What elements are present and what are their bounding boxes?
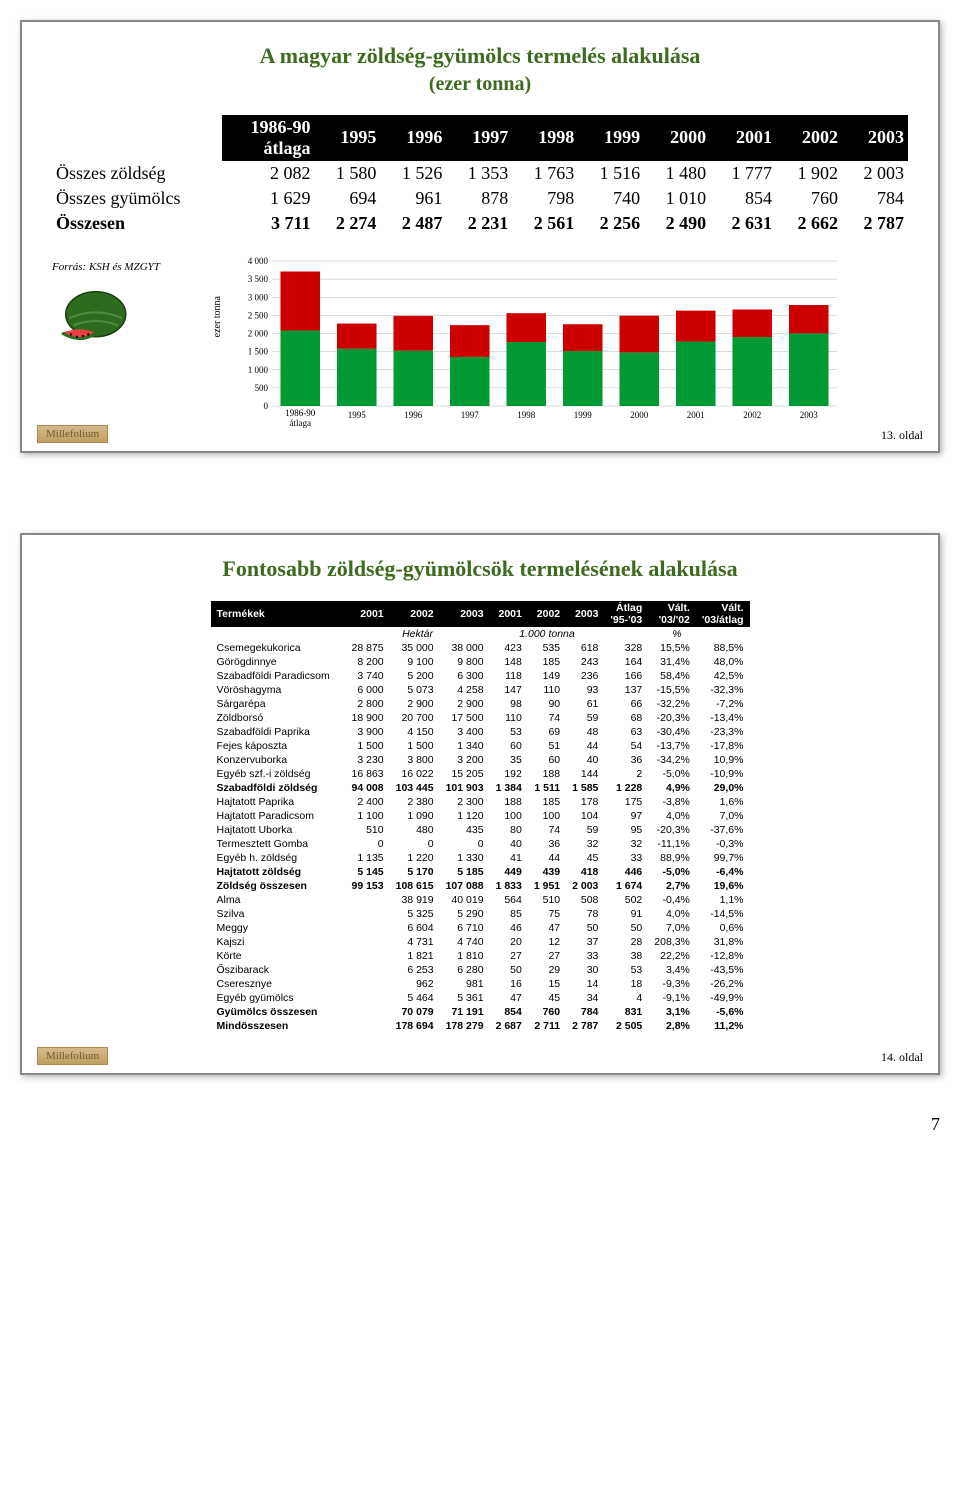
chart-side: Forrás: KSH és MZGYT (52, 256, 227, 351)
table-row: Hajtatott Uborka51048043580745995-20,3%-… (211, 823, 750, 837)
svg-text:2002: 2002 (743, 410, 761, 420)
table-row: Görögdinnye8 2009 1009 80014818524316431… (211, 655, 750, 669)
table-row: Szilva5 3255 290857578914,0%-14,5% (211, 907, 750, 921)
table-row: Szabadföldi Paradicsom3 7405 2006 300118… (211, 669, 750, 683)
slide2-title: Fontosabb zöldség-gyümölcsök termeléséne… (52, 555, 908, 584)
table-row: Hajtatott Paradicsom1 1001 0901 12010010… (211, 809, 750, 823)
table-row: Termesztett Gomba00040363232-11,1%-0,3% (211, 837, 750, 851)
table-row: Sárgarépa2 8002 9002 90098906166-32,2%-7… (211, 697, 750, 711)
table-row: Őszibarack6 2536 280502930533,4%-43,5% (211, 963, 750, 977)
svg-text:3 500: 3 500 (248, 274, 269, 284)
svg-text:1 000: 1 000 (248, 364, 269, 374)
chart-svg: 0 500 1 000 1 500 2 000 2 500 3 000 3 500 4 000 1… (227, 256, 847, 436)
table-row: Összes zöldség2 0821 5801 5261 3531 7631… (52, 161, 908, 186)
detail-table: Termékek200120022003200120022003Átlag'95… (211, 601, 750, 1033)
logo: Millefolium (37, 425, 108, 443)
table-row: Meggy6 6046 710464750507,0%0,6% (211, 921, 750, 935)
svg-text:2003: 2003 (800, 410, 819, 420)
stacked-bar-chart: ezer tonna 05001 0001 5002 0002 5003 000… (227, 256, 908, 436)
svg-text:2000: 2000 (630, 410, 649, 420)
slide1-title: A magyar zöldség-gyümölcs termelés alaku… (52, 42, 908, 97)
slide-2: Fontosabb zöldség-gyümölcsök termeléséne… (20, 533, 940, 1076)
table-row: Egyéb szf.-i zöldség16 86316 02215 20519… (211, 767, 750, 781)
table-row: Hajtatott Paprika2 4002 3802 30018818517… (211, 795, 750, 809)
table-row: Vöröshagyma6 0005 0734 25814711093137-15… (211, 683, 750, 697)
svg-text:3 000: 3 000 (248, 292, 269, 302)
table-row: Összesen3 7112 2742 4872 2312 5612 2562 … (52, 211, 908, 236)
table-row: Szabadföldi zöldség94 008103 445101 9031… (211, 781, 750, 795)
svg-text:0: 0 (264, 401, 269, 411)
table-row: Alma38 91940 019564510508502-0,4%1,1% (211, 893, 750, 907)
table-row: Szabadföldi Paprika3 9004 1503 400536948… (211, 725, 750, 739)
table-row: Mindösszesen178 694178 2792 6872 7112 78… (211, 1019, 750, 1033)
table-row: Gyümölcs összesen70 07971 19185476078483… (211, 1005, 750, 1019)
slide1-page-label: 13. oldal (881, 428, 923, 443)
table-row: Fejes káposzta1 5001 5001 34060514454-13… (211, 739, 750, 753)
slide1-title-line2: (ezer tonna) (52, 71, 908, 97)
summary-table: 1986-90átlaga199519961997199819992000200… (52, 115, 908, 236)
table-row: Konzervuborka3 2303 8003 20035604036-34,… (211, 753, 750, 767)
svg-text:2001: 2001 (687, 410, 705, 420)
table-row: Kajszi4 7314 74020123728208,3%31,8% (211, 935, 750, 949)
svg-text:1998: 1998 (517, 410, 536, 420)
svg-text:2 500: 2 500 (248, 310, 269, 320)
svg-text:1997: 1997 (461, 410, 480, 420)
table-row: Csemegekukorica28 87535 00038 0004235356… (211, 641, 750, 655)
table-row: Egyéb gyümölcs5 4645 3614745344-9,1%-49,… (211, 991, 750, 1005)
table-row: Körte1 8211 8102727333822,2%-12,8% (211, 949, 750, 963)
chart-ylabel: ezer tonna (212, 296, 223, 337)
slide-1: A magyar zöldség-gyümölcs termelés alaku… (20, 20, 940, 453)
svg-text:2 000: 2 000 (248, 328, 269, 338)
table-row: Összes gyümölcs1 6296949618787987401 010… (52, 186, 908, 211)
table-row: Cseresznye96298116151418-9,3%-26,2% (211, 977, 750, 991)
table-row: Zöldborsó18 90020 70017 500110745968-20,… (211, 711, 750, 725)
watermelon-icon (52, 288, 132, 348)
svg-text:4 000: 4 000 (248, 256, 269, 266)
svg-text:500: 500 (255, 382, 269, 392)
svg-text:1 500: 1 500 (248, 346, 269, 356)
svg-text:1986-90: 1986-90 (285, 408, 315, 418)
table-row: Zöldség összesen99 153108 615107 0881 83… (211, 879, 750, 893)
document-page-number: 7 (931, 1114, 940, 1135)
slide1-title-line1: A magyar zöldség-gyümölcs termelés alaku… (260, 43, 701, 68)
table-row: Egyéb h. zöldség1 1351 2201 330414445338… (211, 851, 750, 865)
svg-text:1995: 1995 (348, 410, 367, 420)
source-label: Forrás: KSH és MZGYT (52, 261, 227, 273)
slide2-page-label: 14. oldal (881, 1050, 923, 1065)
table-row: Hajtatott zöldség5 1455 1705 18544943941… (211, 865, 750, 879)
svg-text:1996: 1996 (404, 410, 423, 420)
svg-text:1999: 1999 (574, 410, 593, 420)
logo: Millefolium (37, 1047, 108, 1065)
